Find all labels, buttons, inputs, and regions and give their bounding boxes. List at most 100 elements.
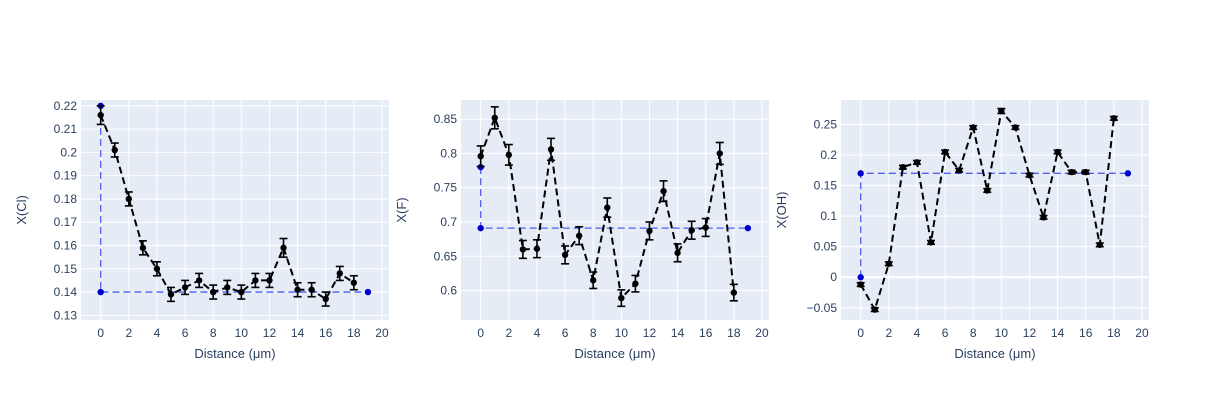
data-point	[730, 289, 738, 296]
x-tick-label: 12	[643, 326, 657, 340]
x-tick-label: 4	[154, 326, 161, 340]
data-point	[111, 146, 118, 154]
data-point	[1012, 124, 1019, 131]
x-tick-label: 12	[263, 326, 277, 340]
y-tick-label: 0.2	[60, 145, 77, 159]
data-point	[970, 124, 977, 131]
y-tick-label: 0.17	[54, 215, 78, 229]
y-tick-label: 0.65	[434, 249, 458, 263]
data-point	[984, 187, 991, 194]
y-tick-label: 0.15	[814, 179, 838, 193]
data-point	[998, 107, 1005, 115]
data-point	[280, 244, 287, 252]
data-point	[153, 265, 161, 272]
x-tick-label: 10	[615, 326, 629, 340]
data-point	[885, 260, 893, 267]
data-point	[702, 224, 709, 231]
guide-point	[857, 274, 864, 281]
data-point	[857, 281, 864, 288]
x-tick-label: 20	[375, 326, 389, 340]
x-tick-label: 2	[885, 326, 892, 340]
data-point	[294, 286, 301, 293]
data-point	[533, 245, 541, 252]
data-point	[1096, 241, 1103, 249]
data-point	[322, 295, 329, 303]
y-tick-label: 0.22	[54, 99, 78, 113]
data-point	[350, 279, 358, 286]
data-point	[195, 277, 203, 284]
x-tick-label: 4	[534, 326, 541, 340]
x-axis-title: Distance (μm)	[954, 346, 1035, 361]
y-tick-label: 0.15	[54, 262, 78, 276]
x-tick-label: 12	[1023, 326, 1037, 340]
x-tick-label: 0	[857, 326, 864, 340]
x-tick-label: 14	[671, 326, 685, 340]
data-point	[519, 246, 527, 253]
data-point	[505, 151, 513, 159]
y-tick-label: 0.75	[434, 181, 458, 195]
guide-point	[857, 170, 864, 177]
data-point	[604, 204, 611, 211]
plot-area	[461, 100, 769, 320]
data-point	[125, 195, 133, 203]
y-tick-label: 0.8	[440, 146, 457, 160]
y-tick-label: 0.21	[54, 122, 78, 136]
x-tick-label: 4	[914, 326, 921, 340]
data-point	[899, 164, 907, 171]
data-point	[238, 288, 245, 296]
data-point	[252, 277, 259, 284]
y-axis-title: X(OH)	[774, 192, 789, 229]
y-axis-title: X(F)	[394, 197, 409, 222]
y-tick-label: 0.19	[54, 169, 78, 183]
data-point	[941, 148, 949, 156]
data-point	[1040, 214, 1047, 221]
x-tick-label: 16	[699, 326, 713, 340]
guide-point	[364, 288, 372, 296]
data-point	[646, 227, 653, 235]
y-tick-label: 0.7	[440, 215, 457, 229]
data-point	[1026, 171, 1033, 179]
x-tick-label: 20	[755, 326, 769, 340]
x-tick-label: 10	[995, 326, 1009, 340]
y-tick-label: 0.1	[820, 209, 837, 223]
data-point	[167, 291, 175, 298]
x-axis-title: Distance (μm)	[194, 346, 275, 361]
x-tick-label: 14	[291, 326, 305, 340]
x-tick-label: 6	[182, 326, 189, 340]
data-point	[1110, 115, 1118, 122]
data-point	[308, 286, 315, 293]
y-tick-label: 0.13	[54, 308, 78, 322]
data-point	[688, 227, 695, 234]
subplot-3: 0 2 4 6 8 10 12 14 16 18 20 −0.05 0 0.05 0.1 0.15 0.2 0.2…	[774, 100, 1149, 361]
y-tick-label: 0.05	[814, 240, 838, 254]
data-point	[97, 111, 104, 119]
guide-point	[744, 224, 752, 232]
data-point	[266, 277, 273, 284]
data-point	[561, 251, 569, 259]
y-tick-label: 0.6	[440, 284, 457, 298]
guide-point	[477, 224, 484, 232]
guide-point	[1124, 170, 1132, 177]
x-tick-label: 0	[97, 326, 104, 340]
y-tick-label: 0	[830, 270, 837, 284]
x-tick-label: 10	[235, 326, 249, 340]
x-tick-label: 18	[727, 326, 741, 340]
data-point	[716, 150, 723, 157]
data-point	[660, 187, 667, 195]
y-tick-label: 0.16	[54, 239, 78, 253]
x-tick-label: 16	[319, 326, 333, 340]
data-point	[1082, 168, 1089, 176]
data-point	[181, 284, 189, 291]
x-tick-label: 6	[562, 326, 569, 340]
data-point	[1054, 148, 1061, 156]
guide-line	[100, 105, 368, 293]
x-tick-label: 20	[1135, 326, 1149, 340]
x-tick-label: 6	[942, 326, 949, 340]
x-tick-label: 8	[210, 326, 217, 340]
data-point	[139, 244, 147, 252]
data-point	[674, 249, 681, 257]
y-axis-title: X(Cl)	[14, 195, 29, 225]
data-point	[477, 152, 484, 160]
data-point	[491, 114, 498, 122]
